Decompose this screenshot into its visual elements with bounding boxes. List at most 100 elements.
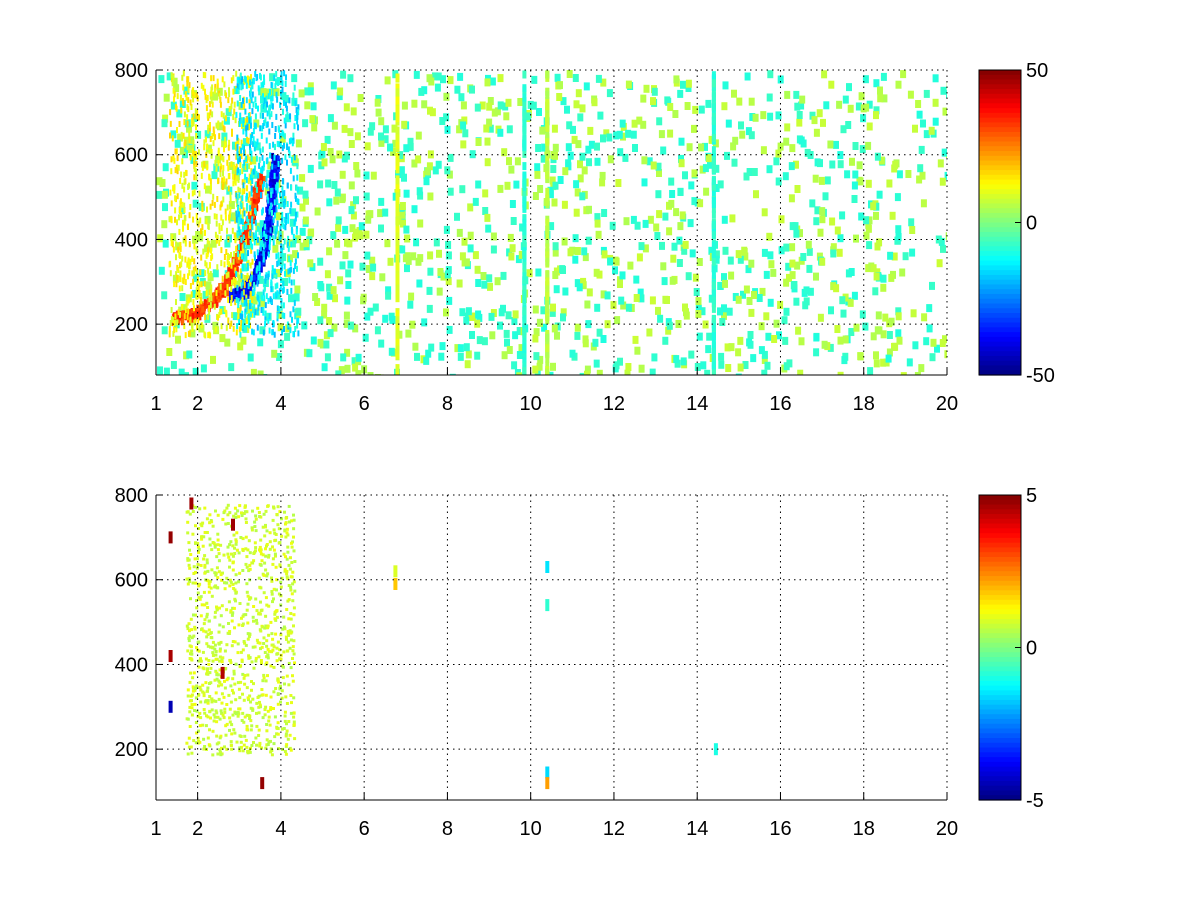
heatmap-cell (212, 292, 216, 299)
heatmap-cell (607, 257, 614, 266)
heatmap-cell (552, 248, 559, 257)
heatmap-cell (245, 294, 248, 301)
heatmap-cell (188, 705, 192, 709)
heatmap-cell (294, 100, 297, 107)
heatmap-cell (225, 324, 228, 331)
heatmap-cell (486, 274, 493, 283)
heatmap-cell (214, 699, 218, 703)
heatmap-cell (250, 308, 253, 314)
heatmap-cell (522, 162, 527, 171)
heatmap-cell (226, 255, 229, 262)
heatmap-cell (932, 117, 939, 126)
heatmap-cell (221, 139, 228, 148)
heatmap-cell (245, 185, 248, 192)
heatmap-cell (208, 305, 211, 312)
heatmap-cell (237, 193, 240, 200)
heatmap-cell (252, 186, 256, 193)
heatmap-cell (249, 158, 252, 165)
heatmap-cell (250, 271, 253, 278)
heatmap-cell (279, 284, 282, 291)
heatmap-cell (255, 267, 258, 274)
heatmap-cell (202, 622, 206, 626)
heatmap-cell (241, 83, 244, 90)
heatmap-cell (387, 143, 393, 152)
heatmap-cell (262, 636, 266, 640)
heatmap-cell (289, 748, 293, 752)
heatmap-cell (273, 159, 277, 165)
heatmap-cell (705, 154, 712, 163)
heatmap-cell (522, 93, 527, 102)
heatmap-cell (844, 170, 851, 179)
heatmap-cell (235, 70, 238, 77)
heatmap-cell (284, 522, 287, 526)
heatmap-cell (223, 649, 227, 653)
heatmap-cell (550, 362, 556, 371)
heatmap-cell (244, 613, 248, 617)
heatmap-cell (337, 87, 344, 96)
heatmap-cell (253, 307, 260, 316)
heatmap-cell (210, 290, 212, 297)
heatmap-cell (798, 136, 805, 145)
heatmap-cell (530, 101, 537, 110)
heatmap-cell (241, 614, 245, 618)
heatmap-cell (278, 203, 280, 210)
heatmap-cell (243, 103, 246, 109)
heatmap-cell (252, 619, 255, 623)
heatmap-cell (275, 652, 279, 656)
heatmap-cell (224, 281, 227, 288)
heatmap-cell (286, 288, 289, 295)
heatmap-cell (241, 189, 244, 196)
heatmap-cell (360, 293, 367, 302)
heatmap-cell (251, 708, 255, 712)
heatmap-cell (895, 225, 902, 234)
heatmap-cell (468, 313, 475, 321)
heatmap-cell (272, 244, 279, 253)
heatmap-cell (284, 154, 287, 161)
heatmap-cell (205, 672, 209, 676)
colorbar-swatch (979, 103, 1021, 109)
heatmap-cell (248, 567, 252, 571)
heatmap-cell (747, 331, 754, 339)
heatmap-cell (545, 91, 550, 99)
heatmap-cell (222, 553, 226, 557)
heatmap-cell (291, 316, 293, 323)
heatmap-cell (711, 127, 716, 136)
heatmap-cell (213, 585, 217, 589)
heatmap-cell (234, 287, 238, 294)
heatmap-cell (265, 234, 268, 241)
heatmap-cell (548, 222, 555, 231)
heatmap-cell (586, 288, 593, 297)
heatmap-cell (257, 274, 260, 281)
heatmap-cell (748, 97, 755, 106)
heatmap-cell (261, 146, 264, 153)
colorbar-swatch (979, 155, 1021, 162)
heatmap-cell (248, 223, 251, 230)
heatmap-cell (224, 115, 227, 122)
heatmap-cell (210, 568, 214, 572)
heatmap-cell (350, 211, 357, 220)
heatmap-cell (175, 104, 177, 110)
heatmap-cell (469, 85, 475, 94)
heatmap-cell (463, 258, 470, 267)
heatmap-cell (163, 367, 170, 375)
heatmap-cell (290, 137, 293, 144)
heatmap-cell (245, 280, 249, 287)
heatmap-cell (467, 231, 474, 240)
heatmap-cell (276, 727, 280, 730)
heatmap-cell (713, 255, 720, 264)
heatmap-cell (557, 176, 564, 184)
heatmap-cell (863, 231, 870, 240)
heatmap-cell (945, 232, 947, 241)
heatmap-cell (240, 514, 244, 517)
heatmap-cell (505, 311, 512, 320)
heatmap-cell (272, 217, 275, 224)
heatmap-cell (192, 113, 195, 120)
heatmap-cell (272, 189, 276, 196)
heatmap-cell (474, 265, 481, 274)
heatmap-cell (192, 150, 195, 157)
heatmap-cell (797, 229, 803, 238)
heatmap-cell (191, 532, 195, 536)
heatmap-cell (217, 559, 221, 563)
heatmap-cell (229, 293, 233, 300)
heatmap-cell (186, 694, 190, 698)
